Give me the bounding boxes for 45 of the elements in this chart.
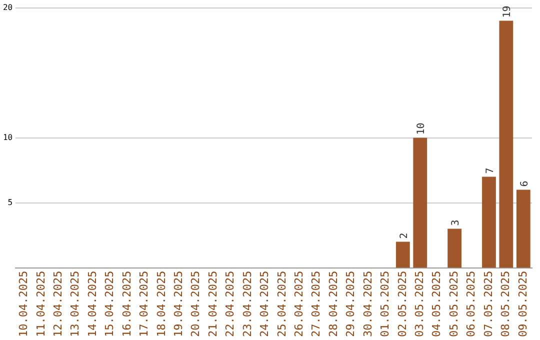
x-tick-label: 06.05.2025 <box>464 270 478 338</box>
x-tick-label: 17.04.2025 <box>138 270 151 338</box>
x-tick-label: 28.04.2025 <box>326 270 340 338</box>
data-label: 2 <box>398 232 410 239</box>
data-label: 3 <box>450 220 462 226</box>
bar <box>413 138 428 268</box>
y-tick-label: 20 <box>2 2 13 12</box>
x-tick-label: 20.04.2025 <box>189 270 202 338</box>
x-tick-label: 26.04.2025 <box>292 270 306 338</box>
x-tick-label: 22.04.2025 <box>224 270 237 338</box>
x-tick-label: 08.05.2025 <box>499 270 512 338</box>
bar <box>516 190 530 268</box>
data-label: 19 <box>502 6 514 18</box>
x-tick-label: 02.05.2025 <box>396 270 409 338</box>
y-tick-label: 10 <box>2 132 13 142</box>
x-tick-label: 01.05.2025 <box>378 270 392 338</box>
x-tick-label: 14.04.2025 <box>86 270 99 338</box>
x-tick-label: 05.05.2025 <box>447 270 460 338</box>
bar <box>396 242 410 268</box>
x-tick-label: 04.05.2025 <box>430 270 444 338</box>
x-tick-label: 19.04.2025 <box>172 270 186 338</box>
x-tick-label: 29.04.2025 <box>344 270 358 338</box>
bar <box>482 176 496 268</box>
x-tick-label: 10.04.2025 <box>17 270 30 338</box>
bar <box>448 228 462 268</box>
data-label: 10 <box>416 122 428 135</box>
x-tick-label: 13.04.2025 <box>68 270 82 338</box>
x-tick-label: 21.04.2025 <box>206 270 220 338</box>
x-tick-label: 18.04.2025 <box>154 270 168 338</box>
x-tick-label: 12.04.2025 <box>52 270 65 338</box>
x-tick-label: 03.05.2025 <box>412 270 426 338</box>
x-tick-label: 25.04.2025 <box>275 270 288 338</box>
x-tick-label: 07.05.2025 <box>482 270 495 338</box>
x-tick-label: 30.04.2025 <box>361 270 374 338</box>
x-tick-label: 24.04.2025 <box>258 270 272 338</box>
data-label: 6 <box>519 180 530 187</box>
x-tick-label: 09.05.2025 <box>516 270 530 338</box>
bar <box>499 20 514 268</box>
data-label: 7 <box>484 168 496 174</box>
x-tick-label: 27.04.2025 <box>310 270 323 338</box>
x-tick-label: 16.04.2025 <box>120 270 134 338</box>
x-tick-label: 15.04.2025 <box>103 270 116 338</box>
x-tick-label: 23.04.2025 <box>240 270 254 338</box>
y-tick-label: 5 <box>8 198 13 207</box>
x-tick-label: 11.04.2025 <box>34 270 48 338</box>
